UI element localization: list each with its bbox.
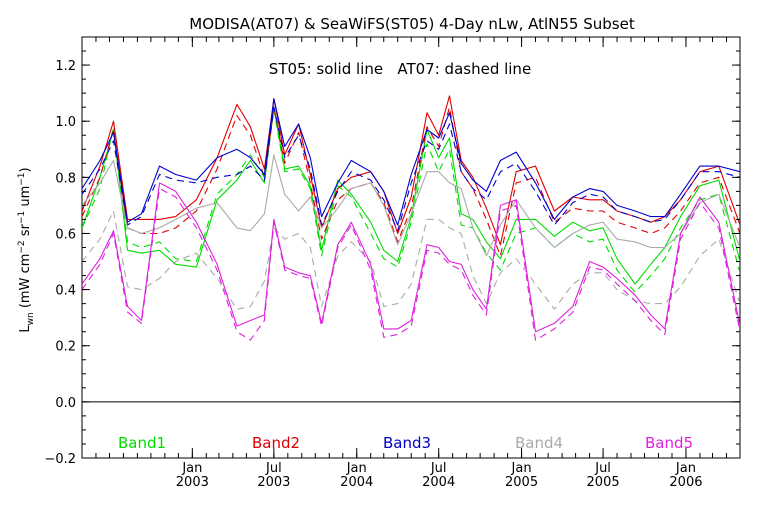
y-axis-label-mid2: um	[18, 186, 33, 211]
y-axis-label-exp1: −2	[17, 240, 27, 253]
y-axis-label-unit-close: )	[18, 167, 33, 172]
x-tick-label-month: Jul	[594, 461, 611, 476]
y-axis-label: Lwn (mW cm−2 sr−1 um−1)	[17, 167, 36, 332]
y-tick-label: 1.0	[55, 115, 76, 130]
chart-annotation: ST05: solid line AT07: dashed line	[269, 60, 531, 78]
series-line-band5-solid	[82, 182, 740, 333]
y-axis-label-mid1: sr	[18, 223, 33, 240]
series-line-band4-dashed	[82, 210, 740, 310]
series-line-band3-solid	[82, 98, 740, 226]
legend: Band1 Band2 Band3 Band4 Band5	[118, 434, 693, 452]
x-tick-label-year: 2005	[587, 475, 620, 490]
y-tick-label: −0.2	[44, 452, 76, 467]
legend-label-band2: Band2	[252, 434, 300, 452]
svg-text:Lwn (mW cm−2 sr−1 um−1): Lwn (mW cm−2 sr−1 um−1)	[17, 167, 36, 332]
x-tick-label-month: Jul	[430, 461, 447, 476]
legend-label-band1: Band1	[118, 434, 166, 452]
y-tick-label: 0.6	[55, 227, 76, 242]
y-tick-label: 0.0	[55, 396, 76, 411]
x-tick-label-year: 2003	[257, 475, 290, 490]
x-tick-label-month: Jan	[675, 461, 696, 476]
legend-label-band4: Band4	[515, 434, 563, 452]
x-tick-label-year: 2003	[176, 475, 209, 490]
y-axis-label-base: L	[18, 325, 33, 333]
y-tick-label: 1.2	[55, 59, 76, 74]
chart-title: MODISA(AT07) & SeaWiFS(ST05) 4-Day nLw, …	[189, 15, 635, 33]
series-line-band1-dashed	[82, 109, 740, 293]
y-axis-label-unit-open: (mW cm	[18, 254, 33, 313]
y-tick-label: 0.8	[55, 171, 76, 186]
x-tick-label-year: 2004	[340, 475, 373, 490]
series-line-band4-solid	[82, 154, 740, 257]
series-line-band1-solid	[82, 106, 740, 285]
x-tick-label-month: Jan	[511, 461, 532, 476]
series-line-band3-dashed	[82, 106, 740, 232]
legend-label-band5: Band5	[645, 434, 693, 452]
x-tick-label-year: 2005	[505, 475, 538, 490]
x-tick-label-month: Jan	[181, 461, 202, 476]
x-tick-label-year: 2004	[422, 475, 455, 490]
legend-label-band3: Band3	[383, 434, 431, 452]
x-tick-label-month: Jul	[265, 461, 282, 476]
x-tick-label-month: Jan	[346, 461, 367, 476]
y-tick-label: 0.4	[55, 284, 76, 299]
axis-layer: −0.20.00.20.40.60.81.01.2Jan2003Jul2003J…	[44, 36, 740, 490]
y-axis-label-exp2: −1	[17, 211, 27, 224]
series-layer	[82, 95, 740, 341]
y-axis-label-exp3: −1	[17, 172, 27, 185]
y-axis-label-sub: wn	[26, 312, 36, 325]
series-line-band2-dashed	[82, 106, 740, 257]
series-line-band5-dashed	[82, 188, 740, 341]
y-tick-label: 0.2	[55, 340, 76, 355]
x-tick-label-year: 2006	[669, 475, 702, 490]
